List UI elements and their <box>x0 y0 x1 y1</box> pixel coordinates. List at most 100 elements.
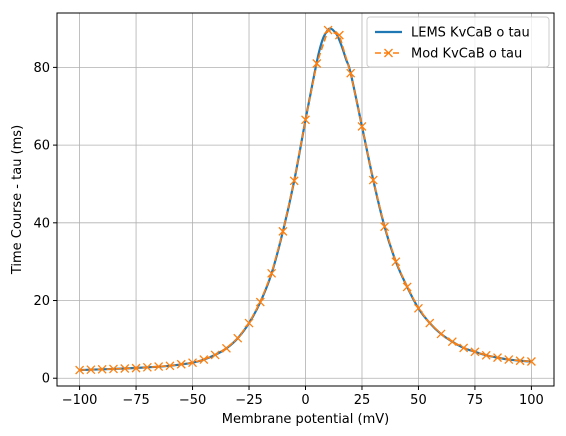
marker-stroke <box>312 59 322 68</box>
x-tick-label: −75 <box>122 393 149 408</box>
marker-stroke <box>515 356 525 366</box>
data-point <box>526 357 536 366</box>
legend-label-lems: LEMS KvCaB o tau <box>411 26 530 41</box>
marker-stroke <box>459 343 469 353</box>
marker-stroke <box>244 318 254 328</box>
x-tick-label: −50 <box>179 393 206 408</box>
data-point <box>334 30 344 40</box>
y-tick-label: 20 <box>33 294 50 309</box>
data-point <box>470 347 480 357</box>
x-tick-label: 50 <box>410 393 427 408</box>
data-point <box>131 363 141 373</box>
y-axis-label: Time Course - tau (ms) <box>10 125 25 275</box>
marker-stroke <box>165 361 175 371</box>
marker-stroke <box>109 364 118 374</box>
data-point <box>278 226 288 236</box>
marker-stroke <box>278 226 288 236</box>
data-point <box>267 268 277 278</box>
x-tick-label: 75 <box>467 393 484 408</box>
marker-stroke <box>131 363 141 373</box>
data-point <box>199 355 209 365</box>
marker-stroke <box>391 257 401 267</box>
marker-stroke <box>97 364 107 374</box>
x-tick-label: −100 <box>62 393 98 408</box>
marker-stroke <box>75 365 85 375</box>
data-point <box>413 303 423 313</box>
marker-stroke <box>142 362 152 372</box>
legend-box <box>366 16 550 68</box>
marker-stroke <box>120 364 130 373</box>
data-point <box>109 364 118 374</box>
data-point <box>165 361 175 371</box>
marker-stroke <box>425 318 435 328</box>
x-tick-label: −25 <box>235 393 262 408</box>
legend-marker-mod <box>384 48 393 58</box>
marker-stroke <box>413 303 423 313</box>
legend-label-mod: Mod KvCaB o tau <box>411 47 522 62</box>
data-point <box>188 358 198 368</box>
data-point <box>380 222 390 232</box>
data-point <box>255 297 265 307</box>
data-point <box>233 333 243 343</box>
marker-stroke <box>493 353 502 363</box>
y-tick-label: 0 <box>42 372 50 387</box>
data-point <box>323 25 333 35</box>
y-tick-label: 60 <box>33 139 50 154</box>
data-point <box>75 365 85 375</box>
data-point <box>221 343 231 353</box>
x-tick-label: 25 <box>354 393 371 408</box>
data-point <box>504 355 514 365</box>
data-point <box>425 318 435 328</box>
data-point <box>391 257 401 267</box>
data-point <box>459 343 469 353</box>
data-point <box>447 337 457 347</box>
data-point <box>120 364 130 373</box>
data-point <box>86 365 96 375</box>
marker-stroke <box>481 350 491 360</box>
data-point <box>346 68 356 78</box>
data-point <box>301 115 310 125</box>
data-point <box>142 362 152 372</box>
marker-stroke <box>86 365 96 375</box>
marker-stroke <box>301 115 310 125</box>
marker-stroke <box>384 48 393 58</box>
marker-stroke <box>470 347 480 357</box>
grid <box>57 13 554 386</box>
marker-stroke <box>436 329 446 339</box>
data-point <box>436 329 446 339</box>
data-point <box>515 356 525 366</box>
data-point <box>312 59 322 68</box>
marker-stroke <box>154 362 164 372</box>
marker-stroke <box>357 121 367 131</box>
x-axis-label: Membrane potential (mV) <box>222 412 389 427</box>
marker-stroke <box>210 350 220 360</box>
x-tick-label: 0 <box>301 393 309 408</box>
y-axis: 0 20 40 60 80 <box>33 61 57 387</box>
marker-stroke <box>526 357 536 366</box>
data-point <box>493 353 502 363</box>
data-point <box>210 350 220 360</box>
marker-stroke <box>447 337 457 347</box>
marker-stroke <box>504 355 514 365</box>
marker-stroke <box>380 222 390 232</box>
data-point <box>154 362 164 372</box>
marker-stroke <box>368 175 378 185</box>
data-point <box>97 364 107 374</box>
marker-stroke <box>334 30 344 40</box>
marker-stroke <box>267 268 277 278</box>
data-point <box>402 282 412 292</box>
marker-stroke <box>402 282 412 292</box>
y-tick-label: 40 <box>33 216 50 231</box>
x-axis: −100 −75 −50 −25 0 25 50 75 100 <box>62 386 544 408</box>
data-point <box>368 175 378 185</box>
series-layer <box>75 25 536 375</box>
legend-marker <box>384 48 393 58</box>
y-tick-label: 80 <box>33 61 50 76</box>
marker-stroke <box>255 297 265 307</box>
marker-stroke <box>289 176 299 186</box>
x-tick-label: 100 <box>519 393 544 408</box>
data-point <box>289 176 299 186</box>
legend: LEMS KvCaB o tau Mod KvCaB o tau <box>366 16 550 68</box>
marker-stroke <box>176 359 186 369</box>
